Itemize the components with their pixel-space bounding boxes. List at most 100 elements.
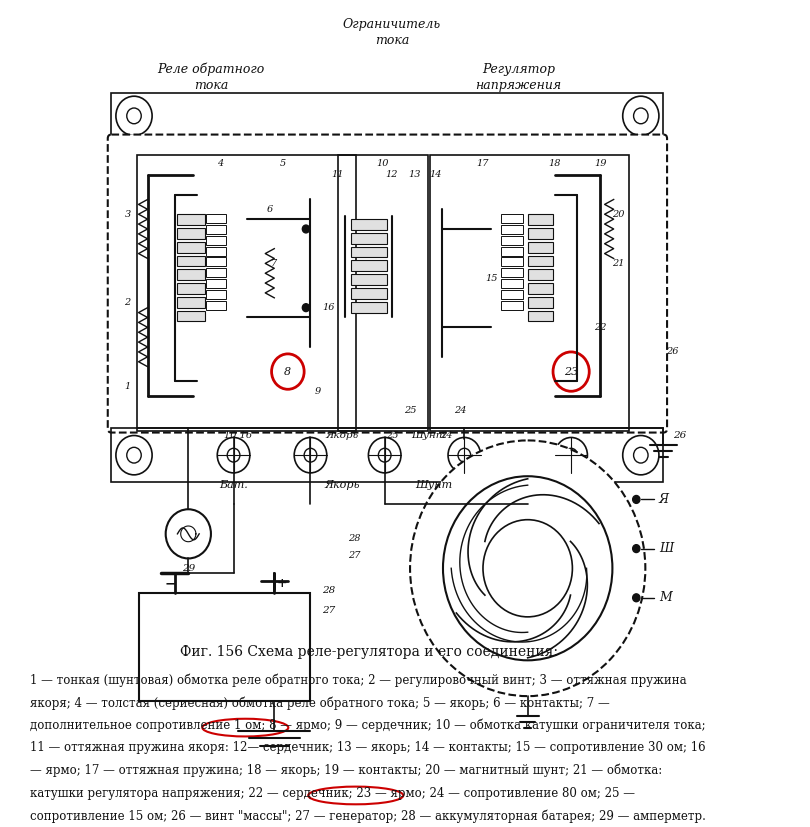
Bar: [177, 270, 205, 280]
Bar: [207, 225, 226, 234]
Bar: [177, 228, 205, 239]
Text: 22: 22: [594, 323, 607, 332]
Text: Бат.: Бат.: [220, 480, 248, 490]
Bar: [352, 275, 387, 285]
Bar: [207, 236, 226, 245]
Bar: [527, 283, 553, 294]
Text: 18: 18: [548, 159, 561, 168]
Text: 25: 25: [404, 406, 416, 415]
Circle shape: [633, 594, 640, 602]
Text: 4: 4: [217, 159, 223, 168]
Bar: [338, 155, 428, 431]
Bar: [527, 228, 553, 239]
Text: Ограничитель: Ограничитель: [343, 18, 441, 31]
Bar: [352, 288, 387, 299]
Text: 19: 19: [594, 159, 607, 168]
Text: 2: 2: [125, 299, 130, 308]
Text: 1 — тонкая (шунтовая) обмотка реле обратного тока; 2 — регулировочный винт; 3 — : 1 — тонкая (шунтовая) обмотка реле обрат…: [30, 673, 687, 687]
Bar: [501, 214, 523, 223]
Bar: [112, 93, 663, 137]
Bar: [527, 297, 553, 308]
Bar: [527, 241, 553, 252]
Bar: [177, 311, 205, 322]
Text: 12: 12: [386, 170, 399, 179]
Text: Шунт: Шунт: [415, 480, 452, 490]
Text: 11: 11: [331, 170, 344, 179]
Text: тока: тока: [194, 79, 228, 92]
Text: тока: тока: [375, 34, 409, 46]
Text: 6: 6: [266, 205, 273, 214]
Text: 16: 16: [322, 304, 335, 312]
Bar: [501, 257, 523, 266]
Text: 13: 13: [408, 170, 421, 179]
Bar: [177, 241, 205, 252]
Bar: [501, 290, 523, 299]
Text: 5: 5: [280, 159, 287, 168]
Text: 28: 28: [347, 534, 360, 543]
Circle shape: [633, 545, 640, 552]
Bar: [352, 302, 387, 313]
Circle shape: [410, 441, 646, 696]
Bar: [207, 301, 226, 309]
Bar: [352, 261, 387, 271]
Text: 14: 14: [429, 170, 441, 179]
Bar: [501, 301, 523, 309]
Bar: [527, 270, 553, 280]
Bar: [207, 257, 226, 266]
Bar: [430, 155, 629, 431]
Text: дополнительное сопротивление 1 ом; 8 — ярмо; 9 — сердечник; 10 — обмотка катушки: дополнительное сопротивление 1 ом; 8 — я…: [30, 719, 706, 732]
Text: катушки регулятора напряжения; 22 — сердечник; 23 — ярмо; 24 — сопротивление 80 : катушки регулятора напряжения; 22 — серд…: [30, 786, 635, 800]
Text: 24: 24: [440, 431, 453, 440]
Bar: [177, 214, 205, 225]
Bar: [177, 256, 205, 266]
Text: 9: 9: [314, 387, 321, 396]
Text: 27: 27: [347, 551, 360, 560]
Text: 1: 1: [125, 382, 130, 391]
Text: 28: 28: [322, 586, 335, 595]
Text: Фиг. 156 Схема реле-регулятора и его соединения:: Фиг. 156 Схема реле-регулятора и его сое…: [181, 645, 558, 659]
Text: напряжения: напряжения: [475, 79, 561, 92]
Bar: [207, 246, 226, 256]
Text: 25: 25: [386, 431, 399, 440]
Text: Реле обратного: Реле обратного: [157, 63, 265, 76]
Bar: [527, 214, 553, 225]
Text: −: −: [164, 576, 176, 590]
Bar: [177, 283, 205, 294]
Circle shape: [302, 225, 309, 233]
Text: — ярмо; 17 — оттяжная пружина; 18 — якорь; 19 — контакты; 20 — магнитный шунт; 2: — ярмо; 17 — оттяжная пружина; 18 — якор…: [30, 764, 663, 777]
Text: 17: 17: [476, 159, 488, 168]
Bar: [501, 280, 523, 288]
Text: 20: 20: [612, 210, 625, 218]
Text: 11 — оттяжная пружина якоря: 12— сердечник; 13 — якорь; 14 — контакты; 15 — сопр: 11 — оттяжная пружина якоря: 12— сердечн…: [30, 741, 706, 754]
Bar: [352, 246, 387, 257]
Text: Регулятор: Регулятор: [482, 63, 555, 76]
Bar: [207, 280, 226, 288]
Text: 21: 21: [612, 259, 625, 268]
Text: сопротивление 15 ом; 26 — винт "массы"; 27 — генератор; 28 — аккумуляторная бата: сопротивление 15 ом; 26 — винт "массы"; …: [30, 810, 706, 823]
Bar: [137, 155, 356, 431]
Bar: [112, 428, 663, 482]
Text: 23: 23: [564, 366, 578, 376]
Circle shape: [443, 476, 612, 660]
Bar: [352, 233, 387, 244]
Text: 26: 26: [673, 431, 686, 440]
Text: 15: 15: [485, 274, 497, 283]
Bar: [527, 256, 553, 266]
Text: Ш: Ш: [659, 543, 673, 555]
Text: 24: 24: [454, 406, 466, 415]
Text: 8: 8: [284, 366, 292, 376]
Text: 26: 26: [667, 347, 679, 356]
Bar: [501, 225, 523, 234]
Text: якоря; 4 — толстая (сериесная) обмотка реле обратного тока; 5 — якорь; 6 — конта: якоря; 4 — толстая (сериесная) обмотка р…: [30, 696, 610, 710]
Bar: [207, 268, 226, 277]
Bar: [207, 214, 226, 223]
Bar: [501, 268, 523, 277]
Text: М: М: [659, 591, 671, 605]
Text: Шунт: Шунт: [411, 431, 446, 440]
Text: +: +: [276, 576, 287, 590]
Circle shape: [633, 495, 640, 504]
Text: 29: 29: [181, 564, 195, 573]
Bar: [352, 219, 387, 230]
Bar: [207, 290, 226, 299]
Text: 10 16: 10 16: [224, 431, 252, 440]
